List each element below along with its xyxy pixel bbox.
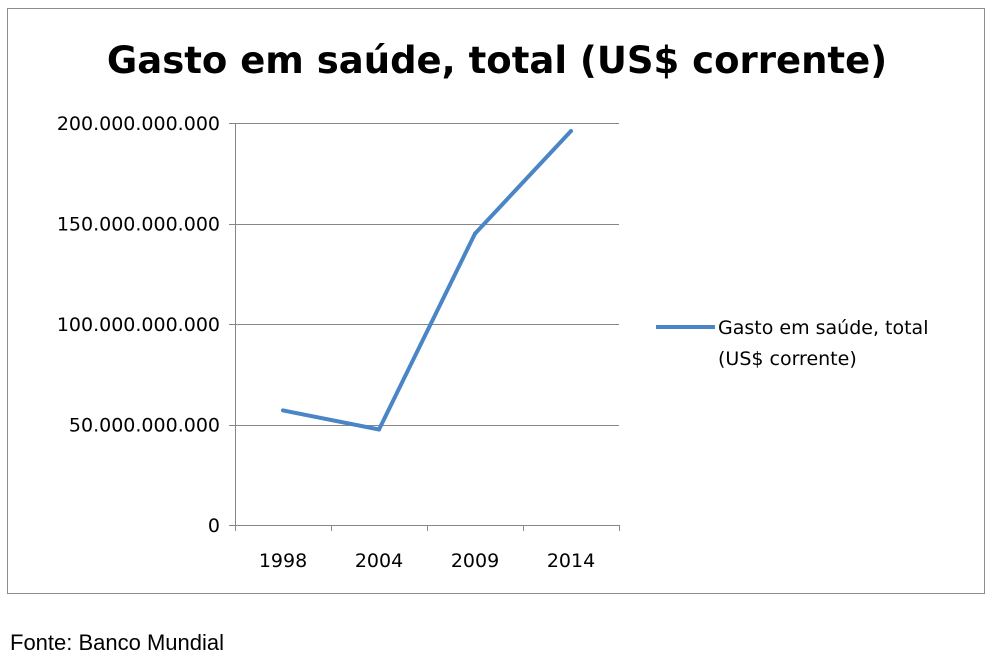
gridlines <box>229 123 619 426</box>
x-tick-label: 2004 <box>355 550 403 572</box>
series-layer <box>281 129 573 432</box>
y-tick-label: 0 <box>208 515 220 537</box>
axes <box>229 123 620 531</box>
series-line <box>282 129 573 432</box>
data-point <box>281 408 285 413</box>
legend-label: Gasto em saúde, total <box>718 317 928 339</box>
chart-title: Gasto em saúde, total (US$ corrente) <box>107 39 887 82</box>
x-axis-tick-labels: 1998 2004 2009 2014 <box>259 550 595 572</box>
y-tick-label: 100.000.000.000 <box>57 314 220 336</box>
data-point <box>473 231 477 236</box>
x-tick-label: 1998 <box>259 550 307 572</box>
legend: Gasto em saúde, total (US$ corrente) <box>656 317 928 370</box>
y-tick-label: 150.000.000.000 <box>57 214 220 236</box>
y-axis-tick-labels: 0 50.000.000.000 100.000.000.000 150.000.00… <box>57 113 220 537</box>
chart-area: Gasto em saúde, total (US$ corrente) 0 50… <box>7 8 985 594</box>
data-point <box>377 427 381 432</box>
legend-label: (US$ corrente) <box>718 348 857 370</box>
y-tick-label: 200.000.000.000 <box>57 113 220 135</box>
x-tick-label: 2014 <box>547 550 595 572</box>
y-tick-label: 50.000.000.000 <box>69 415 220 437</box>
chart-svg: Gasto em saúde, total (US$ corrente) 0 50… <box>57 39 929 572</box>
source-note: Fonte: Banco Mundial <box>10 630 225 655</box>
data-point <box>569 129 573 134</box>
x-tick-label: 2009 <box>451 550 499 572</box>
